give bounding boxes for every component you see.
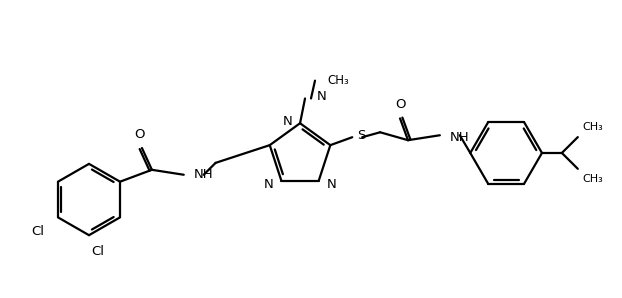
- Text: O: O: [395, 98, 406, 111]
- Text: CH₃: CH₃: [583, 174, 603, 184]
- Text: NH: NH: [450, 131, 470, 144]
- Text: S: S: [357, 129, 366, 142]
- Text: N: N: [282, 115, 292, 128]
- Text: N: N: [317, 90, 327, 103]
- Text: NH: NH: [193, 168, 213, 181]
- Text: CH₃: CH₃: [583, 122, 603, 132]
- Text: Cl: Cl: [91, 245, 104, 258]
- Text: O: O: [135, 128, 145, 141]
- Text: Cl: Cl: [31, 225, 44, 238]
- Text: N: N: [264, 178, 273, 191]
- Text: N: N: [327, 178, 337, 191]
- Text: CH₃: CH₃: [327, 74, 349, 87]
